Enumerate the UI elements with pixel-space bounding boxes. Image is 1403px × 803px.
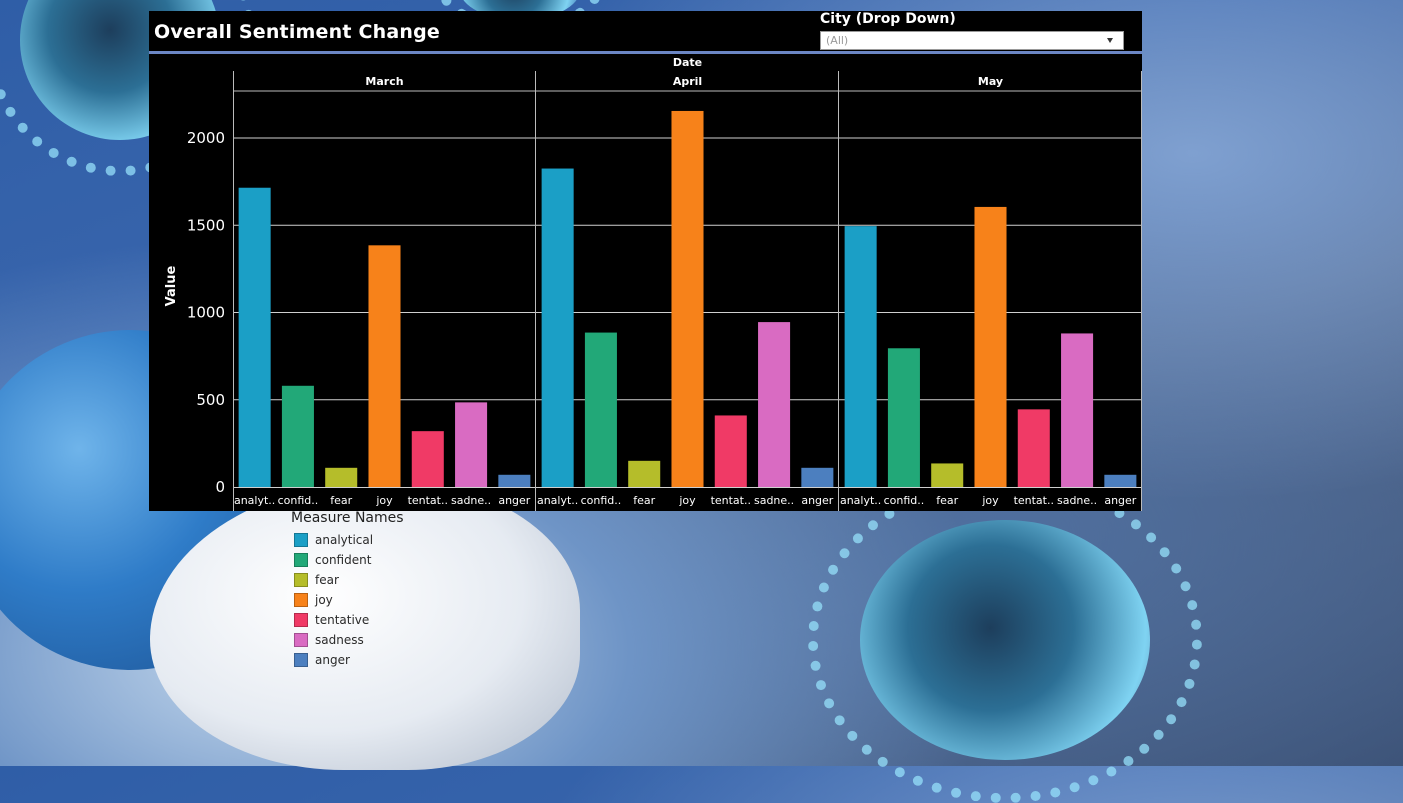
x-tick-label: confid.. <box>884 494 925 507</box>
legend-item[interactable]: sadness <box>291 630 404 650</box>
legend-label: joy <box>315 593 333 607</box>
bar-joy <box>671 110 704 487</box>
legend-label: tentative <box>315 613 370 627</box>
dashboard-title: Overall Sentiment Change <box>154 21 440 43</box>
x-tick-label: analyt.. <box>234 494 275 507</box>
bar-anger <box>801 467 834 487</box>
bar-fear <box>628 460 661 487</box>
x-tick-label: analyt.. <box>537 494 578 507</box>
x-tick-label: sadne.. <box>451 494 491 507</box>
x-tick-label: tentat.. <box>711 494 751 507</box>
x-tick-label: joy <box>981 494 999 507</box>
legend-label: anger <box>315 653 350 667</box>
y-tick-label: 1500 <box>187 216 225 234</box>
bar-confident <box>281 385 314 487</box>
legend-swatch <box>294 613 308 627</box>
x-tick-label: joy <box>678 494 696 507</box>
bar-analytical <box>844 226 877 487</box>
x-tick-label: joy <box>375 494 393 507</box>
legend-swatch <box>294 653 308 667</box>
x-tick-label: anger <box>498 494 530 507</box>
header-divider <box>149 51 1142 54</box>
legend-item[interactable]: tentative <box>291 610 404 630</box>
y-tick-label: 2000 <box>187 129 225 147</box>
legend-label: sadness <box>315 633 364 647</box>
legend-label: confident <box>315 553 372 567</box>
bar-analytical <box>541 168 574 487</box>
y-axis-title: Value <box>164 265 179 306</box>
virus-background <box>807 476 1203 803</box>
legend: Measure Names analytical confident fear joy… <box>291 510 404 670</box>
face-mask-background <box>150 480 580 770</box>
bar-tentative <box>411 431 444 487</box>
x-tick-label: tentat.. <box>408 494 448 507</box>
x-tick-label: anger <box>1104 494 1136 507</box>
x-tick-label: sadne.. <box>754 494 794 507</box>
x-tick-label: sadne.. <box>1057 494 1097 507</box>
bar-anger <box>1104 474 1137 487</box>
x-tick-label: confid.. <box>278 494 319 507</box>
bar-sadness <box>455 402 488 487</box>
y-tick-label: 1000 <box>187 304 225 322</box>
x-tick-label: confid.. <box>581 494 622 507</box>
legend-title: Measure Names <box>291 510 404 526</box>
dashboard-panel: Overall Sentiment Change City (Drop Down… <box>149 11 1142 511</box>
bar-joy <box>974 206 1007 488</box>
x-axis-title: Date <box>673 56 702 69</box>
chevron-down-icon[interactable] <box>1107 38 1113 43</box>
bar-sadness <box>1061 333 1094 487</box>
x-tick-label: anger <box>801 494 833 507</box>
x-tick-label: fear <box>936 494 958 507</box>
panel-label-march: March <box>365 75 403 88</box>
x-tick-label: fear <box>633 494 655 507</box>
bar-tentative <box>1017 409 1050 487</box>
legend-label: analytical <box>315 533 374 547</box>
city-filter-label: City (Drop Down) <box>820 11 956 27</box>
bar-fear <box>931 463 964 487</box>
panel-label-april: April <box>673 75 702 88</box>
x-tick-label: fear <box>330 494 352 507</box>
legend-swatch <box>294 533 308 547</box>
legend-swatch <box>294 573 308 587</box>
y-tick-label: 500 <box>196 391 225 409</box>
legend-item[interactable]: analytical <box>291 530 404 550</box>
legend-label: fear <box>315 573 339 587</box>
city-filter-dropdown[interactable]: (All) <box>820 31 1124 50</box>
legend-item[interactable]: fear <box>291 570 404 590</box>
y-tick-label: 0 <box>215 478 225 496</box>
panel-label-may: May <box>978 75 1003 88</box>
city-filter-value: (All) <box>826 34 849 47</box>
bar-joy <box>368 245 401 487</box>
bar-fear <box>325 467 358 487</box>
legend-item[interactable]: joy <box>291 590 404 610</box>
bar-confident <box>584 332 617 487</box>
legend-item[interactable]: anger <box>291 650 404 670</box>
bar-sadness <box>758 322 791 487</box>
bar-tentative <box>714 415 747 487</box>
legend-item[interactable]: confident <box>291 550 404 570</box>
x-tick-label: tentat.. <box>1014 494 1054 507</box>
bar-anger <box>498 474 531 487</box>
legend-swatch <box>294 553 308 567</box>
legend-swatch <box>294 593 308 607</box>
x-tick-label: analyt.. <box>840 494 881 507</box>
bar-analytical <box>238 187 271 488</box>
bar-confident <box>887 348 920 487</box>
legend-swatch <box>294 633 308 647</box>
